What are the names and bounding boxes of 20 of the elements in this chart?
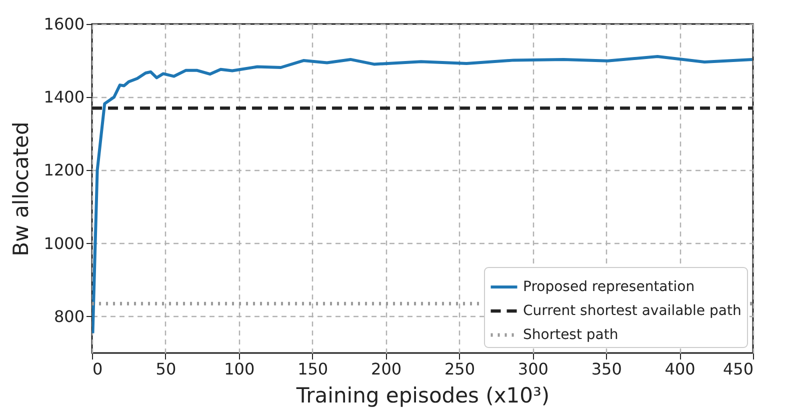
x-tick-label: 150 <box>298 360 328 378</box>
x-tick-label: 100 <box>224 360 255 378</box>
x-tick-label: 0 <box>92 360 103 378</box>
x-tick-label: 50 <box>156 360 176 378</box>
y-tick-label: 1000 <box>44 234 84 253</box>
y-tick-label: 1600 <box>44 14 84 34</box>
x-axis-title: Training episodes (x10³) <box>295 384 550 408</box>
y-axis-title: Bw allocated <box>8 122 33 256</box>
x-tick-label: 350 <box>591 360 622 378</box>
x-tick-label: 400 <box>664 360 696 378</box>
y-tick-label: 800 <box>54 306 84 326</box>
x-tick-label: 250 <box>444 360 475 378</box>
x-tick-label: 450 <box>722 360 754 378</box>
legend-label: Proposed representation <box>523 279 695 295</box>
y-tick-label: 1200 <box>44 160 84 180</box>
legend-label: Current shortest available path <box>523 303 742 319</box>
x-tick-label: 300 <box>518 360 548 378</box>
legend-label: Shortest path <box>523 327 618 343</box>
x-tick-label: 200 <box>371 360 402 378</box>
y-tick-label: 1400 <box>44 88 84 107</box>
